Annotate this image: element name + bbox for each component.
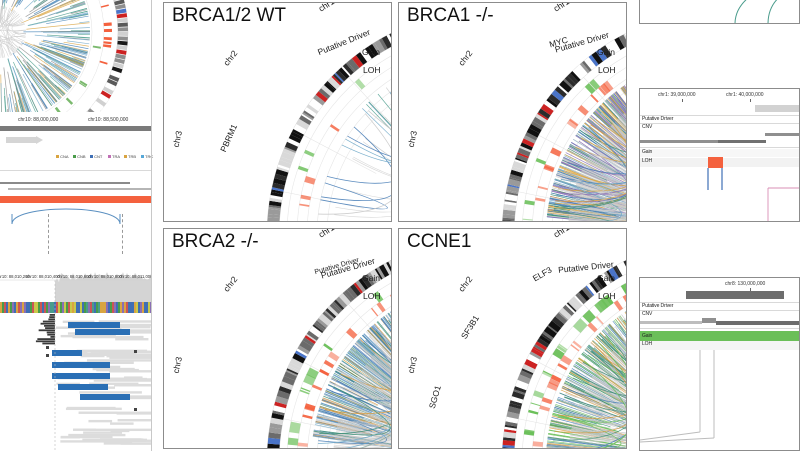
circos-overview-svg	[0, 0, 129, 161]
legend-label-3: TRA	[112, 154, 121, 159]
circos-svg-1	[267, 33, 391, 221]
cnv-bar-chr8-c	[716, 321, 799, 325]
browser-chr1-coord-0: chr1: 39,000,000	[658, 92, 696, 98]
tick-mark-chr8	[750, 288, 751, 291]
track-divider-a	[0, 170, 152, 171]
ring-label-gain-1: Gain	[362, 47, 380, 57]
legend-item-4: TRB	[124, 154, 136, 159]
track-label-gain-1: Gain	[642, 149, 653, 155]
ideogram-segment-chr8	[686, 291, 784, 299]
guide-line-vertical	[48, 214, 50, 254]
track-label-gain-2: Gain	[642, 333, 653, 339]
legend-label-4: TRB	[128, 154, 137, 159]
legend-label-1: CNB	[77, 154, 86, 159]
legend-row: CNA CNB CNT TRA TRB TRC	[56, 154, 153, 162]
ring-label-gain-4: Gain	[597, 273, 615, 283]
gain-track-row-chr8	[640, 331, 799, 341]
gene-arrow-icon	[6, 137, 36, 143]
circos-overview[interactable]	[0, 0, 150, 182]
cnv-segment-bar-2	[8, 188, 152, 190]
legend-label-2: CNT	[94, 154, 103, 159]
tick-mark-1	[750, 99, 751, 102]
panel-title-ccne1: CCNE1	[407, 231, 472, 252]
left-column-divider	[151, 0, 152, 451]
browser-panel-chr1[interactable]: chr1: 39,000,000 chr1: 40,000,000 Putati…	[639, 88, 800, 222]
cnv-bar-2	[640, 140, 766, 143]
ring-label-gain-3: Gain	[362, 273, 380, 283]
circos-svg-2	[502, 33, 626, 221]
loh-highlight-bar	[0, 196, 152, 203]
cnv-bar-chr8-a	[640, 321, 702, 324]
left-column: chr10: 88,000,000 chr10: 88,500,000 CNA …	[0, 0, 153, 451]
track-label-loh-1: LOH	[642, 158, 652, 164]
cnv-bar-chr8-b	[702, 318, 716, 323]
legend-item-0: CNA	[56, 154, 69, 159]
browser-chr8-coord-0: chr8: 130,000,000	[725, 281, 766, 287]
cnv-bar-1	[765, 133, 799, 136]
chr8-divider-1	[640, 310, 799, 311]
track-label-putative-driver-1: Putative Driver	[642, 116, 674, 122]
ring-label-loh-1: LOH	[363, 65, 381, 75]
browser-panel-top[interactable]	[639, 0, 800, 24]
ring-label-loh-2: LOH	[598, 65, 616, 75]
circos-panel-ccne1[interactable]: CCNE1 Putative Driver ELF3 Gain LOH SF3B…	[398, 228, 627, 449]
loh-track-row-chr8	[640, 341, 799, 350]
chr8-divider-0	[640, 302, 799, 303]
tick-mark-0	[682, 99, 683, 102]
chr8-divider-2	[640, 328, 799, 329]
circos-svg-3	[267, 260, 391, 448]
sv-links-svg-chr8	[640, 350, 715, 443]
browser-divider-0	[640, 115, 799, 116]
browser-panel-chr8[interactable]: chr8: 130,000,000 Putative Driver CNV Ga…	[639, 277, 800, 451]
cnv-segment-bar	[0, 182, 130, 184]
legend-item-3: TRA	[108, 154, 120, 159]
coord-label-1: chr10: 88,000,000	[18, 117, 59, 123]
ring-label-loh-3: LOH	[363, 291, 381, 301]
alignment-view[interactable]: chr10: 88,010,200 chr10: 88,010,400 chr1…	[0, 258, 152, 451]
sv-links-svg	[707, 168, 799, 221]
legend-item-1: CNB	[73, 154, 86, 159]
circos-panel-brca1ko[interactable]: BRCA1 -/- Putative Driver MYC Gain LOH c…	[398, 2, 627, 222]
legend-item-5: TRC	[141, 154, 153, 159]
circos-panel-brca2ko[interactable]: BRCA2 -/- Putative Driver Putative Drive…	[163, 228, 392, 449]
align-coord-0: chr10: 88,010,200	[0, 274, 30, 279]
legend-item-2: CNT	[90, 154, 102, 159]
sv-arc-icon	[11, 208, 121, 224]
panel-title-brca2ko: BRCA2 -/-	[172, 231, 259, 252]
track-label-cnv-2: CNV	[642, 311, 653, 317]
ring-label-loh-4: LOH	[598, 291, 616, 301]
ring-label-gain-2: Gain	[597, 47, 615, 57]
browser-divider-1	[640, 123, 799, 124]
browser-top-svg	[734, 0, 778, 23]
loh-highlight-block	[708, 157, 723, 168]
panel-title-brca1ko: BRCA1 -/-	[407, 5, 494, 26]
left-browser-top[interactable]: chr10: 88,000,000 chr10: 88,500,000 CNA …	[0, 112, 153, 224]
alignment-svg	[0, 272, 152, 451]
browser-chr1-coord-1: chr1: 40,000,000	[726, 92, 764, 98]
circos-svg-4	[502, 260, 626, 448]
ruler-bar	[0, 126, 152, 131]
circos-panel-brca12wt[interactable]: BRCA1/2 WT Putative Driver Gain LOH chr1…	[163, 2, 392, 222]
guide-line-vertical-2	[122, 214, 124, 254]
gene-arrow-head-icon	[36, 136, 43, 144]
track-label-cnv-1: CNV	[642, 124, 653, 130]
coord-label-2: chr10: 88,500,000	[88, 117, 129, 123]
align-coord-3: chr10: 88,010,800	[88, 274, 122, 279]
align-coord-4: chr10: 88,011,000	[119, 274, 152, 279]
track-label-loh-2: LOH	[642, 341, 652, 347]
legend-label-5: TRC	[145, 154, 154, 159]
align-coord-1: chr10: 88,010,400	[26, 274, 60, 279]
ideogram-segment	[755, 105, 799, 112]
panel-title-brca12wt: BRCA1/2 WT	[172, 5, 287, 26]
track-label-putative-driver-2: Putative Driver	[642, 303, 674, 309]
browser-divider-2	[640, 147, 799, 148]
cnv-bar-3	[718, 140, 766, 143]
gain-track-row	[640, 149, 799, 157]
legend-label-0: CNA	[60, 154, 69, 159]
align-coord-2: chr10: 88,010,600	[57, 274, 91, 279]
